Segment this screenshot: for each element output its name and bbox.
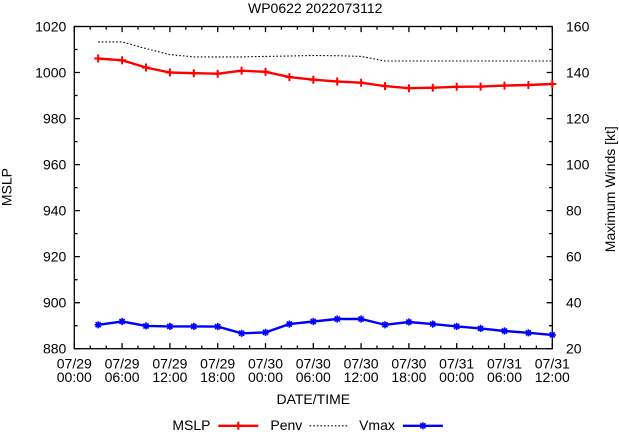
svg-text:07/30: 07/30 xyxy=(296,356,331,372)
svg-text:12:00: 12:00 xyxy=(535,369,570,385)
svg-text:00:00: 00:00 xyxy=(248,369,283,385)
svg-text:06:00: 06:00 xyxy=(105,369,140,385)
svg-text:00:00: 00:00 xyxy=(57,369,92,385)
svg-text:Penv: Penv xyxy=(270,417,302,432)
svg-text:1020: 1020 xyxy=(35,18,66,34)
svg-text:12:00: 12:00 xyxy=(344,369,379,385)
svg-text:07/29: 07/29 xyxy=(152,356,187,372)
svg-text:Maximum Winds [kt]: Maximum Winds [kt] xyxy=(602,126,618,252)
svg-text:980: 980 xyxy=(43,110,67,126)
svg-text:07/31: 07/31 xyxy=(535,356,570,372)
svg-text:40: 40 xyxy=(566,295,582,311)
svg-text:140: 140 xyxy=(566,64,590,80)
svg-text:920: 920 xyxy=(43,248,67,264)
svg-text:MSLP: MSLP xyxy=(0,168,15,206)
svg-text:940: 940 xyxy=(43,202,67,218)
svg-text:DATE/TIME: DATE/TIME xyxy=(276,391,350,407)
svg-text:06:00: 06:00 xyxy=(487,369,522,385)
svg-text:20: 20 xyxy=(566,341,582,357)
svg-text:MSLP: MSLP xyxy=(172,417,210,432)
svg-text:1000: 1000 xyxy=(35,64,66,80)
svg-text:06:00: 06:00 xyxy=(296,369,331,385)
svg-text:960: 960 xyxy=(43,156,67,172)
svg-text:07/30: 07/30 xyxy=(344,356,379,372)
svg-text:Vmax: Vmax xyxy=(359,417,395,432)
svg-text:07/29: 07/29 xyxy=(200,356,235,372)
svg-text:07/29: 07/29 xyxy=(105,356,140,372)
svg-text:160: 160 xyxy=(566,18,590,34)
svg-text:07/31: 07/31 xyxy=(487,356,522,372)
svg-text:12:00: 12:00 xyxy=(152,369,187,385)
svg-text:07/31: 07/31 xyxy=(439,356,474,372)
svg-text:18:00: 18:00 xyxy=(200,369,235,385)
svg-text:880: 880 xyxy=(43,341,67,357)
svg-text:120: 120 xyxy=(566,110,590,126)
svg-text:900: 900 xyxy=(43,295,67,311)
svg-text:80: 80 xyxy=(566,202,582,218)
svg-text:00:00: 00:00 xyxy=(439,369,474,385)
svg-text:18:00: 18:00 xyxy=(391,369,426,385)
svg-text:07/30: 07/30 xyxy=(391,356,426,372)
svg-text:07/30: 07/30 xyxy=(248,356,283,372)
svg-text:100: 100 xyxy=(566,156,590,172)
svg-text:60: 60 xyxy=(566,248,582,264)
svg-text:07/29: 07/29 xyxy=(57,356,92,372)
svg-text:WP0622 2022073112: WP0622 2022073112 xyxy=(248,0,383,16)
